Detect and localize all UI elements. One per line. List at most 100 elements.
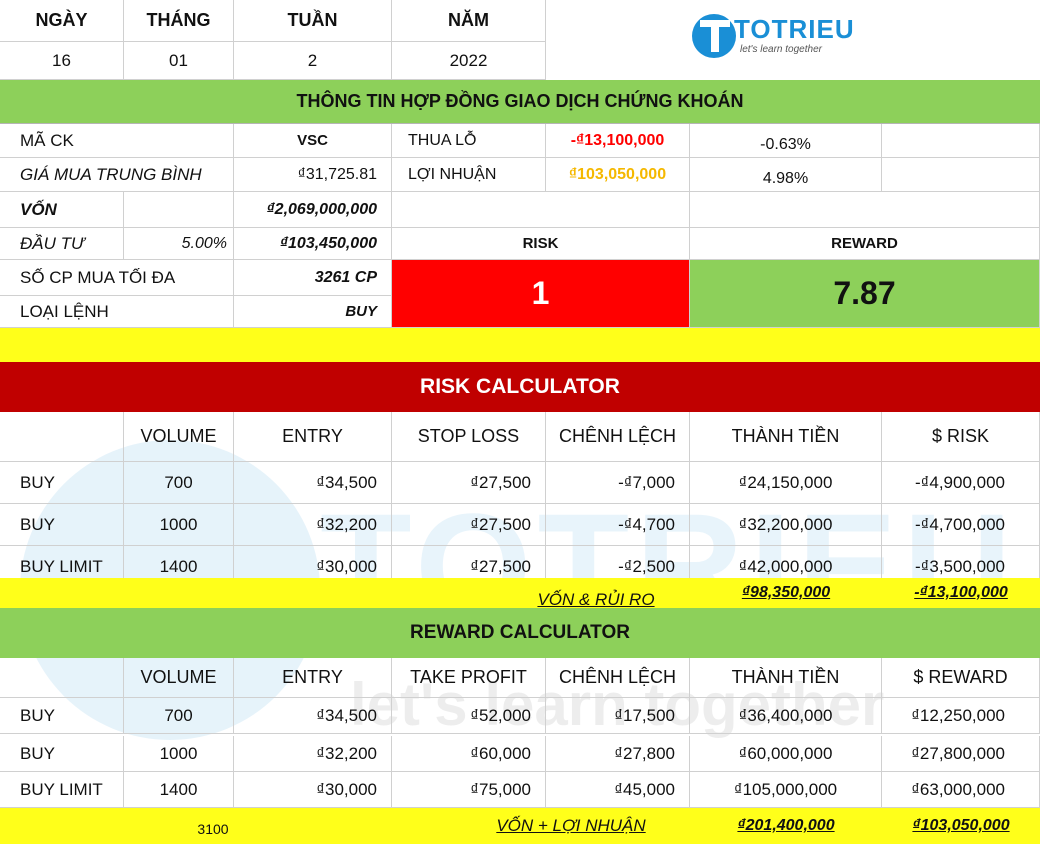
reward-calc-row-0-cell-3: ₫52,000 — [392, 698, 546, 734]
header-nam-value: 2022 — [392, 42, 546, 80]
reward-calc-header-2: ENTRY — [234, 658, 392, 698]
reward-calc-header-4: CHÊNH LỆCH — [546, 658, 690, 698]
logo-brand: TOTRIEU — [734, 14, 855, 44]
risk-calc-row-0-cell-0: BUY — [0, 462, 124, 504]
reward-calculator-title: REWARD CALCULATOR — [0, 608, 1040, 658]
risk-calc-row-1-cell-5: ₫32,200,000 — [690, 504, 882, 546]
reward-calc-row-0-cell-0: BUY — [0, 698, 124, 734]
so-cp-label: SỐ CP MUA TỐI ĐA — [0, 260, 234, 296]
von-empty — [124, 192, 234, 228]
contract-title: THÔNG TIN HỢP ĐỒNG GIAO DỊCH CHỨNG KHOÁN — [0, 80, 1040, 124]
reward-calc-row-0-cell-1: 700 — [124, 698, 234, 734]
reward-calc-header-5: THÀNH TIỀN — [690, 658, 882, 698]
reward-total-amount: ₫201,400,000 — [737, 817, 835, 834]
reward-calc-row-0-cell-5: ₫36,400,000 — [690, 698, 882, 734]
reward-calc-row-1-cell-4: ₫27,800 — [546, 736, 690, 772]
von-label: VỐN — [0, 192, 124, 228]
risk-calc-row-0-cell-3: ₫27,500 — [392, 462, 546, 504]
reward-total-volume: 3100 — [197, 821, 229, 837]
info-empty-1 — [392, 192, 690, 228]
reward-calc-row-0-cell-2: ₫34,500 — [234, 698, 392, 734]
reward-calc-row-2-cell-1: 1400 — [124, 772, 234, 808]
risk-calculator-title: RISK CALCULATOR — [0, 362, 1040, 412]
header-nam-label: NĂM — [392, 0, 546, 42]
loi-nhuan-empty — [882, 158, 1040, 192]
reward-calc-row-0-cell-6: ₫12,250,000 — [882, 698, 1040, 734]
risk-total-row — [0, 578, 1040, 608]
thua-lo-label: THUA LỖ — [392, 124, 546, 158]
ma-ck-label: MÃ CK — [0, 124, 234, 158]
risk-calc-row-1-cell-0: BUY — [0, 504, 124, 546]
reward-total-row — [0, 808, 1040, 844]
ma-ck-value: VSC — [234, 124, 392, 158]
reward-calc-row-2-cell-3: ₫75,000 — [392, 772, 546, 808]
header-ngay-label: NGÀY — [0, 0, 124, 42]
so-cp-value: 3261 CP — [234, 260, 392, 296]
reward-total-reward: ₫103,050,000 — [912, 817, 1010, 834]
loi-nhuan-pct: 4.98% — [690, 158, 882, 192]
risk-total-amount: ₫98,350,000 — [741, 584, 831, 601]
risk-calc-header-5: THÀNH TIỀN — [690, 412, 882, 462]
reward-calc-row-2-cell-2: ₫30,000 — [234, 772, 392, 808]
reward-calc-row-2-cell-5: ₫105,000,000 — [690, 772, 882, 808]
dau-tu-value: ₫103,450,000 — [234, 228, 392, 260]
risk-calc-header-0 — [0, 412, 124, 462]
risk-calc-header-6: $ RISK — [882, 412, 1040, 462]
reward-calc-row-1-cell-3: ₫60,000 — [392, 736, 546, 772]
risk-calc-row-0-cell-4: -₫7,000 — [546, 462, 690, 504]
thua-lo-value: -₫13,100,000 — [546, 124, 690, 158]
loai-lenh-label: LOẠI LỆNH — [0, 296, 234, 328]
dau-tu-label: ĐẦU TƯ — [0, 228, 124, 260]
header-ngay-value: 16 — [0, 42, 124, 80]
risk-total-risk: -₫13,100,000 — [914, 584, 1008, 601]
reward-calc-header-0 — [0, 658, 124, 698]
risk-calc-row-1-cell-2: ₫32,200 — [234, 504, 392, 546]
loi-nhuan-label: LỢI NHUẬN — [392, 158, 546, 192]
risk-calc-row-1-cell-4: -₫4,700 — [546, 504, 690, 546]
reward-calc-row-1-cell-6: ₫27,800,000 — [882, 736, 1040, 772]
logo: TOTRIEU let's learn together — [690, 8, 854, 64]
reward-calc-row-1-cell-2: ₫32,200 — [234, 736, 392, 772]
logo-icon — [692, 14, 736, 58]
risk-calc-row-1-cell-3: ₫27,500 — [392, 504, 546, 546]
risk-calc-row-0-cell-5: ₫24,150,000 — [690, 462, 882, 504]
loai-lenh-value: BUY — [234, 296, 392, 328]
reward-calc-header-6: $ REWARD — [882, 658, 1040, 698]
reward-calc-row-2-cell-4: ₫45,000 — [546, 772, 690, 808]
header-tuan-label: TUẦN — [234, 0, 392, 42]
risk-label: RISK — [392, 228, 690, 260]
thua-lo-empty — [882, 124, 1040, 158]
risk-calc-header-4: CHÊNH LỆCH — [546, 412, 690, 462]
reward-label: REWARD — [690, 228, 1040, 260]
risk-calc-row-0-cell-1: 700 — [124, 462, 234, 504]
header-thang-label: THÁNG — [124, 0, 234, 42]
risk-calc-row-1-cell-1: 1000 — [124, 504, 234, 546]
thua-lo-pct: -0.63% — [690, 124, 882, 158]
gia-mua-label: GIÁ MUA TRUNG BÌNH — [0, 158, 234, 192]
von-value: ₫2,069,000,000 — [234, 192, 392, 228]
reward-calc-row-1-cell-5: ₫60,000,000 — [690, 736, 882, 772]
risk-calc-header-1: VOLUME — [124, 412, 234, 462]
risk-total-label: VỐN & RỦI RO — [537, 590, 655, 608]
risk-calc-row-0-cell-2: ₫34,500 — [234, 462, 392, 504]
spacer-row — [0, 328, 1040, 362]
reward-total-label: VỐN + LỢI NHUẬN — [496, 816, 646, 835]
risk-calc-row-1-cell-6: -₫4,700,000 — [882, 504, 1040, 546]
reward-calc-header-1: VOLUME — [124, 658, 234, 698]
reward-calc-header-3: TAKE PROFIT — [392, 658, 546, 698]
header-thang-value: 01 — [124, 42, 234, 80]
risk-value: 1 — [392, 260, 690, 328]
reward-calc-row-2-cell-6: ₫63,000,000 — [882, 772, 1040, 808]
gia-mua-value: ₫31,725.81 — [234, 158, 392, 192]
risk-calc-header-3: STOP LOSS — [392, 412, 546, 462]
info-empty-2 — [690, 192, 1040, 228]
reward-calc-row-1-cell-1: 1000 — [124, 736, 234, 772]
risk-calc-header-2: ENTRY — [234, 412, 392, 462]
reward-calc-row-1-cell-0: BUY — [0, 736, 124, 772]
reward-calc-row-2-cell-0: BUY LIMIT — [0, 772, 124, 808]
loi-nhuan-value: ₫103,050,000 — [546, 158, 690, 192]
reward-calc-row-0-cell-4: ₫17,500 — [546, 698, 690, 734]
reward-value: 7.87 — [690, 260, 1040, 328]
logo-tagline: let's learn together — [740, 44, 822, 55]
